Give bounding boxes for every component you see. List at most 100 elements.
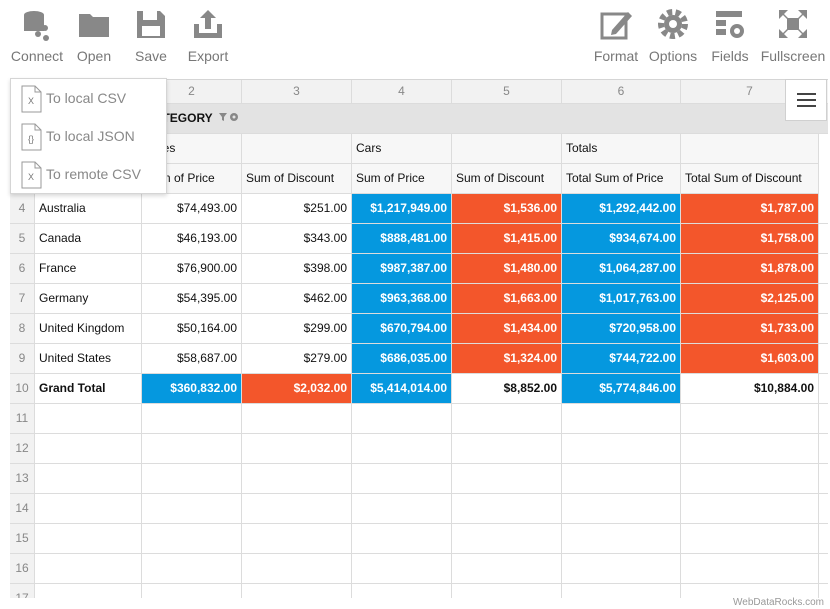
value-cell: $720,958.00 [562, 314, 681, 344]
fullscreen-icon [779, 10, 807, 38]
empty-cell [452, 524, 562, 554]
column-number: 5 [452, 80, 562, 104]
save-button[interactable]: Save [118, 6, 184, 64]
menu-item[interactable]: {} To local JSON [11, 117, 166, 155]
empty-cell [562, 554, 681, 584]
value-cell: $360,832.00 [142, 374, 242, 404]
export-icon [194, 10, 222, 38]
value-cell: $398.00 [242, 254, 352, 284]
row-number: 17 [10, 584, 35, 598]
fullscreen-button[interactable]: Fullscreen [758, 6, 828, 64]
empty-cell [681, 524, 819, 554]
empty-cell [352, 464, 452, 494]
row-number: 4 [10, 194, 35, 224]
button-label: Options [648, 48, 698, 64]
menu-item[interactable]: X To remote CSV [11, 155, 166, 193]
button-label: Save [135, 48, 167, 64]
row-label: Germany [35, 284, 142, 314]
empty-cell [819, 494, 828, 524]
value-cell: $10,884.00 [681, 374, 819, 404]
row-number: 10 [10, 374, 35, 404]
empty-cell [819, 224, 828, 254]
menu-button[interactable] [785, 79, 827, 121]
open-button[interactable]: Open [61, 6, 127, 64]
fields-button[interactable]: Fields [697, 6, 763, 64]
row-number: 5 [10, 224, 35, 254]
empty-cell [562, 524, 681, 554]
value-cell: $1,292,442.00 [562, 194, 681, 224]
empty-cell [242, 584, 352, 598]
empty-cell [352, 434, 452, 464]
category-header: Totals [562, 134, 681, 164]
filter-icon[interactable] [216, 111, 240, 125]
row-number: 11 [10, 404, 35, 434]
format-button[interactable]: Format [583, 6, 649, 64]
row-number: 7 [10, 284, 35, 314]
connect-button[interactable]: Connect [4, 6, 70, 64]
button-label: Connect [10, 48, 64, 64]
value-cell: $2,125.00 [681, 284, 819, 314]
pivot-grid: 234567CATEGORYBikesCarsTotalsSum of Pric… [10, 79, 828, 598]
empty-cell [352, 584, 452, 598]
empty-cell [819, 434, 828, 464]
value-cell: $1,758.00 [681, 224, 819, 254]
empty-cell [142, 464, 242, 494]
empty-cell [819, 554, 828, 584]
menu-item-label: To remote CSV [46, 166, 141, 182]
empty-cell [819, 464, 828, 494]
empty-cell [242, 524, 352, 554]
value-cell: $279.00 [242, 344, 352, 374]
value-cell: $1,017,763.00 [562, 284, 681, 314]
empty-cell [242, 554, 352, 584]
header-cell [452, 134, 562, 164]
options-button[interactable]: Options [640, 6, 706, 64]
empty-cell [35, 524, 142, 554]
value-cell: $670,794.00 [352, 314, 452, 344]
row-number: 13 [10, 464, 35, 494]
value-cell: $1,733.00 [681, 314, 819, 344]
menu-item[interactable]: X To local CSV [11, 79, 166, 117]
svg-text:X: X [28, 96, 34, 106]
menu-item-label: To local JSON [46, 128, 135, 144]
empty-cell [142, 494, 242, 524]
value-cell: $8,852.00 [452, 374, 562, 404]
value-cell: $1,603.00 [681, 344, 819, 374]
category-header: Cars [352, 134, 452, 164]
empty-cell [352, 494, 452, 524]
empty-cell [242, 464, 352, 494]
column-number: 6 [562, 80, 681, 104]
empty-cell [819, 374, 828, 404]
value-cell: $58,687.00 [142, 344, 242, 374]
value-cell: $251.00 [242, 194, 352, 224]
footer-credit: WebDataRocks.com [733, 597, 824, 608]
empty-cell [242, 434, 352, 464]
value-cell: $50,164.00 [142, 314, 242, 344]
empty-cell [819, 254, 828, 284]
row-label: Australia [35, 194, 142, 224]
format-icon [600, 12, 632, 40]
value-cell: $5,414,014.00 [352, 374, 452, 404]
value-cell: $462.00 [242, 284, 352, 314]
empty-cell [142, 404, 242, 434]
button-label: Fields [711, 48, 749, 64]
value-cell: $343.00 [242, 224, 352, 254]
value-cell: $2,032.00 [242, 374, 352, 404]
empty-cell [142, 584, 242, 598]
empty-cell [35, 404, 142, 434]
empty-cell [681, 464, 819, 494]
column-number: 4 [352, 80, 452, 104]
empty-cell [452, 554, 562, 584]
column-number: 3 [242, 80, 352, 104]
value-cell: $54,395.00 [142, 284, 242, 314]
value-cell: $963,368.00 [352, 284, 452, 314]
row-number: 15 [10, 524, 35, 554]
empty-cell [681, 584, 819, 598]
value-cell: $686,035.00 [352, 344, 452, 374]
value-cell: $5,774,846.00 [562, 374, 681, 404]
button-label: Format [593, 48, 639, 64]
empty-cell [452, 584, 562, 598]
value-cell: $987,387.00 [352, 254, 452, 284]
export-button[interactable]: Export [175, 6, 241, 64]
empty-cell [819, 314, 828, 344]
